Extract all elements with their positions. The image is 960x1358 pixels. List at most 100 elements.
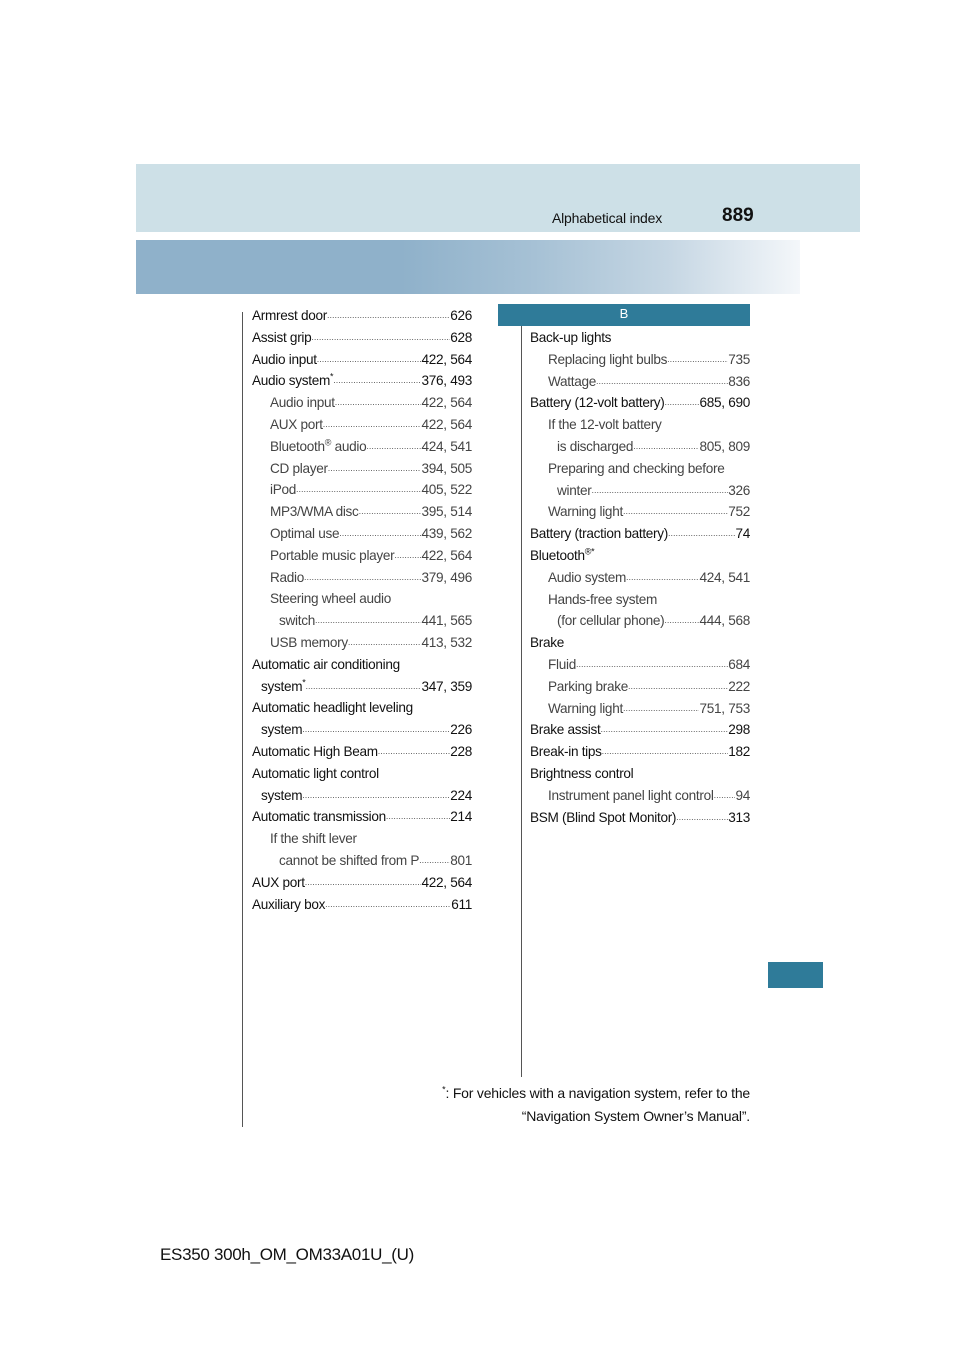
page-reference[interactable]: 422, 564 xyxy=(421,351,472,367)
dot-leader xyxy=(311,327,450,349)
entry-label: system xyxy=(261,678,303,694)
index-entry: Audio input 422, 564 xyxy=(252,392,472,414)
dot-leader xyxy=(348,632,422,654)
page-reference[interactable]: 836 xyxy=(728,373,750,389)
page-reference[interactable]: 214 xyxy=(450,809,472,825)
index-entry: Automatic light control xyxy=(252,763,472,785)
dot-leader xyxy=(359,501,422,523)
entry-label: Automatic headlight leveling xyxy=(252,700,413,716)
index-entry: Back-up lights xyxy=(530,327,750,349)
page-reference[interactable]: 224 xyxy=(450,787,472,803)
index-entry: system 226 xyxy=(252,719,472,741)
page-reference[interactable]: 422, 564 xyxy=(421,874,472,890)
superscript: ® xyxy=(324,437,332,448)
page-reference[interactable]: 628 xyxy=(450,329,472,345)
entry-text: Automatic High Beam xyxy=(252,741,378,763)
entry-label: switch xyxy=(279,613,315,629)
entry-label: Brake xyxy=(530,635,565,651)
page-reference[interactable]: 74 xyxy=(735,526,750,542)
page-reference[interactable]: 439, 562 xyxy=(421,525,472,541)
entry-text: CD player xyxy=(270,458,328,480)
page-reference[interactable]: 226 xyxy=(450,722,472,738)
entry-label: Warning light xyxy=(548,504,623,520)
page-reference[interactable]: 685, 690 xyxy=(699,395,750,411)
page-reference[interactable]: 394, 505 xyxy=(421,460,472,476)
dot-leader xyxy=(623,698,700,720)
entry-text: Warning light xyxy=(548,698,623,720)
page-reference[interactable]: 422, 564 xyxy=(421,547,472,563)
index-entry: Replacing light bulbs 735 xyxy=(530,349,750,371)
page-reference[interactable]: 94 xyxy=(735,787,750,803)
index-entry: Assist grip 628 xyxy=(252,327,472,349)
page-reference[interactable]: 182 xyxy=(728,744,750,760)
entry-label: Audio system xyxy=(252,373,330,389)
index-entry: Auxiliary box 611 xyxy=(252,894,472,916)
entry-label: Break-in tips xyxy=(530,744,602,760)
chapter-tab xyxy=(768,962,823,988)
page-reference[interactable]: 422, 564 xyxy=(421,395,472,411)
entry-label: Brake assist xyxy=(530,722,601,738)
superscript: ®* xyxy=(584,546,595,557)
page-reference[interactable]: 395, 514 xyxy=(421,504,472,520)
page-reference[interactable]: 326 xyxy=(728,482,750,498)
page-reference[interactable]: 735 xyxy=(728,351,750,367)
index-entry: switch 441, 565 xyxy=(252,610,472,632)
entry-text: Audio system xyxy=(548,567,626,589)
page-reference[interactable]: 222 xyxy=(728,678,750,694)
page-reference[interactable]: 405, 522 xyxy=(421,482,472,498)
page-reference[interactable]: 611 xyxy=(451,896,472,912)
page-reference[interactable]: 413, 532 xyxy=(421,634,472,650)
dot-leader xyxy=(576,654,728,676)
page-reference[interactable]: 444, 568 xyxy=(699,613,750,629)
page-reference[interactable]: 422, 564 xyxy=(421,416,472,432)
page-reference[interactable]: 424, 541 xyxy=(699,569,750,585)
entry-label: Assist grip xyxy=(252,329,312,345)
entry-text: system xyxy=(261,719,303,741)
entry-label: If the shift lever xyxy=(270,831,357,847)
entry-text: Audio input xyxy=(270,392,335,414)
page-reference[interactable]: 379, 496 xyxy=(421,569,472,585)
page-reference[interactable]: 347, 359 xyxy=(421,678,472,694)
dot-leader xyxy=(366,436,421,458)
page-reference[interactable]: 313 xyxy=(728,809,750,825)
page-reference[interactable]: 751, 753 xyxy=(699,700,750,716)
page-reference[interactable]: 805, 809 xyxy=(699,438,750,454)
entry-label: BSM (Blind Spot Monitor) xyxy=(530,809,677,825)
index-entry: Portable music player 422, 564 xyxy=(252,545,472,567)
entry-text: Assist grip xyxy=(252,327,312,349)
page-reference[interactable]: 298 xyxy=(728,722,750,738)
entry-label: CD player xyxy=(270,460,328,476)
page-reference[interactable]: 441, 565 xyxy=(421,613,472,629)
page-reference[interactable]: 626 xyxy=(450,308,472,323)
index-entry: Preparing and checking before xyxy=(530,458,750,480)
entry-label: Battery (traction battery) xyxy=(530,526,669,542)
entry-text: Auxiliary box xyxy=(252,894,325,916)
page-number: 889 xyxy=(722,205,754,226)
index-entry: Audio input 422, 564 xyxy=(252,349,472,371)
entry-text: Automatic headlight leveling xyxy=(252,697,413,719)
dot-leader xyxy=(325,894,451,916)
entry-label: Instrument panel light control xyxy=(548,787,714,803)
page-reference[interactable]: 376, 493 xyxy=(421,373,472,389)
dot-leader xyxy=(394,545,421,567)
entry-label: iPod xyxy=(270,482,297,498)
index-entry: cannot be shifted from P 801 xyxy=(252,850,472,872)
section-letter-header: B xyxy=(498,304,750,326)
entry-label: Hands-free system xyxy=(548,591,657,607)
entry-label: Back-up lights xyxy=(530,330,612,345)
page-reference[interactable]: 752 xyxy=(728,504,750,520)
index-entry: Instrument panel light control 94 xyxy=(530,785,750,807)
page-reference[interactable]: 424, 541 xyxy=(421,438,472,454)
dot-leader xyxy=(327,305,450,327)
entry-text: Steering wheel audio xyxy=(270,588,391,610)
entry-label: Steering wheel audio xyxy=(270,591,391,607)
page-reference[interactable]: 684 xyxy=(728,656,750,672)
page-reference[interactable]: 228 xyxy=(450,743,472,759)
dot-leader xyxy=(623,501,728,523)
entry-label: Audio input xyxy=(252,351,317,367)
index-entry: Parking brake 222 xyxy=(530,676,750,698)
index-entry: Warning light 751, 753 xyxy=(530,698,750,720)
page-reference[interactable]: 801 xyxy=(450,852,472,868)
entry-text: Brightness control xyxy=(530,763,634,785)
index-entry: Audio system 424, 541 xyxy=(530,567,750,589)
